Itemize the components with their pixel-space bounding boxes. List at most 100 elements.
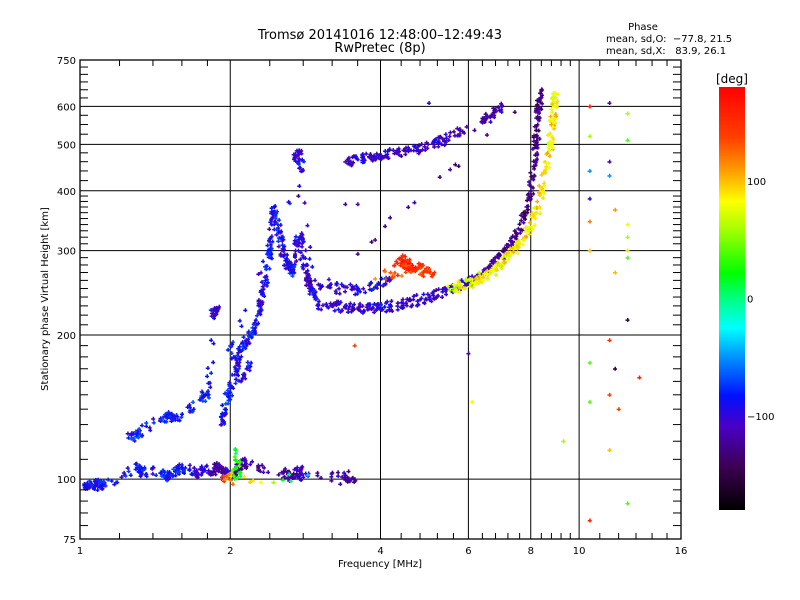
- echo-point: [473, 276, 478, 281]
- echo-point: [295, 243, 300, 248]
- echo-point: [236, 350, 241, 355]
- echo-point: [299, 244, 304, 249]
- echo-point: [549, 134, 554, 139]
- echo-point: [355, 251, 360, 256]
- echo-point: [228, 477, 233, 482]
- echo-point: [237, 360, 242, 365]
- echo-point: [506, 250, 511, 255]
- grid-lines: [80, 60, 681, 539]
- echo-point: [251, 322, 256, 327]
- echo-point: [176, 471, 181, 476]
- echo-point: [166, 475, 171, 480]
- echo-point: [269, 205, 274, 210]
- echo-point: [291, 475, 296, 480]
- echo-point: [430, 290, 435, 295]
- echo-point: [296, 248, 301, 253]
- echo-point: [625, 138, 630, 143]
- echo-point: [538, 90, 543, 95]
- echo-point: [281, 254, 286, 259]
- echo-point: [236, 366, 241, 371]
- x-tick-label: 4: [377, 546, 383, 557]
- echo-point: [325, 284, 330, 289]
- echo-point: [499, 261, 504, 266]
- echo-point: [288, 264, 293, 269]
- echo-point: [518, 227, 523, 232]
- echo-point: [436, 144, 441, 149]
- echo-point: [232, 355, 237, 360]
- echo-point: [335, 470, 340, 475]
- echo-point: [516, 245, 521, 250]
- echo-point: [414, 267, 419, 272]
- echo-point: [212, 467, 217, 472]
- echo-point: [208, 307, 213, 312]
- echo-point: [227, 471, 232, 476]
- echo-point: [446, 138, 451, 143]
- echo-point: [312, 278, 317, 283]
- echo-point: [223, 401, 228, 406]
- echo-point: [382, 269, 387, 274]
- echo-point: [292, 270, 297, 275]
- echo-point: [133, 429, 138, 434]
- echo-point: [291, 267, 296, 272]
- echo-point: [454, 287, 459, 292]
- echo-point: [194, 474, 199, 479]
- echo-point: [480, 278, 485, 283]
- echo-point: [131, 436, 136, 441]
- echo-point: [90, 483, 95, 488]
- echo-point: [368, 152, 373, 157]
- echo-point: [535, 145, 540, 150]
- echo-point: [547, 165, 552, 170]
- echo-point: [335, 473, 340, 478]
- echo-point: [349, 287, 354, 292]
- echo-point: [159, 473, 164, 478]
- echo-point: [537, 99, 542, 104]
- echo-point: [422, 268, 427, 273]
- echo-point: [347, 478, 352, 483]
- echo-point: [298, 250, 303, 255]
- echo-point: [512, 235, 517, 240]
- echo-point: [482, 120, 487, 125]
- echo-point: [487, 115, 492, 120]
- echo-point: [206, 468, 211, 473]
- echo-point: [544, 161, 549, 166]
- echo-point: [550, 145, 555, 150]
- echo-point: [303, 278, 308, 283]
- echo-point: [451, 129, 456, 134]
- echo-point: [386, 305, 391, 310]
- echo-point: [587, 168, 592, 173]
- echo-point: [171, 466, 176, 471]
- x-tick-label: 10: [573, 546, 586, 557]
- echo-point: [237, 344, 242, 349]
- echo-point: [342, 475, 347, 480]
- echo-point: [379, 153, 384, 158]
- echo-point: [488, 270, 493, 275]
- echo-point: [387, 275, 392, 280]
- echo-point: [486, 272, 491, 277]
- echo-point: [530, 211, 535, 216]
- echo-point: [223, 410, 228, 415]
- echo-point: [416, 149, 421, 154]
- echo-point: [282, 244, 287, 249]
- echo-point: [272, 219, 277, 224]
- echo-point: [221, 469, 226, 474]
- echo-point: [169, 411, 174, 416]
- echo-point: [403, 145, 408, 150]
- echo-point: [337, 291, 342, 296]
- echo-point: [333, 288, 338, 293]
- echo-point: [358, 309, 363, 314]
- echo-point: [355, 291, 360, 296]
- echo-point: [181, 468, 186, 473]
- echo-point: [351, 479, 356, 484]
- echo-point: [223, 466, 228, 471]
- echo-point: [410, 263, 415, 268]
- echo-point: [534, 150, 539, 155]
- echo-point: [361, 309, 366, 314]
- echo-point: [425, 146, 430, 151]
- echo-point: [351, 285, 356, 290]
- echo-point: [286, 472, 291, 477]
- echo-point: [587, 104, 592, 109]
- echo-point: [437, 175, 442, 180]
- echo-point: [466, 351, 471, 356]
- echo-point: [205, 366, 210, 371]
- echo-point: [479, 280, 484, 285]
